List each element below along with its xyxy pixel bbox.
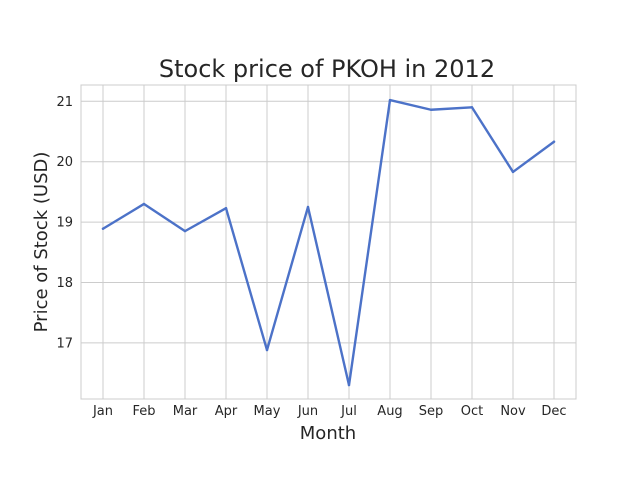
data-point [552, 140, 556, 143]
y-axis-ticks: 17 18 19 20 21 [56, 95, 73, 352]
y-tick-label: 17 [56, 336, 73, 351]
data-point [511, 170, 515, 174]
data-point [429, 108, 433, 111]
data-point [183, 229, 187, 233]
y-tick-label: 20 [56, 155, 73, 170]
x-tick-label: Nov [500, 404, 526, 419]
grid-lines [81, 85, 576, 399]
x-tick-label: Mar [173, 404, 198, 419]
x-tick-label: Aug [377, 404, 402, 419]
plot-area-frame [80, 84, 577, 400]
x-tick-label: Jun [297, 404, 318, 419]
data-point [224, 206, 228, 210]
data-point [101, 227, 105, 230]
x-tick-label: Jan [92, 404, 113, 419]
data-point [142, 202, 146, 206]
data-point [347, 383, 351, 387]
x-tick-label: Oct [461, 404, 483, 419]
chart-title: Stock price of PKOH in 2012 [159, 55, 495, 83]
series-layer [101, 98, 556, 387]
y-axis-label: Price of Stock (USD) [31, 152, 52, 333]
x-axis-ticks: Jan Feb Mar Apr May Jun Jul Aug Sep Oct Nov Dec [92, 404, 567, 419]
x-axis-label: Month [300, 423, 356, 444]
y-tick-label: 21 [56, 95, 73, 110]
x-tick-label: Jul [340, 404, 357, 419]
y-tick-label: 18 [56, 276, 73, 291]
y-tick-label: 19 [56, 216, 73, 231]
x-tick-label: Dec [541, 404, 566, 419]
data-point [265, 348, 269, 352]
data-point [470, 106, 474, 109]
series-line [101, 98, 556, 387]
x-tick-label: Feb [132, 404, 155, 419]
x-tick-label: Sep [419, 404, 444, 419]
x-tick-label: May [254, 404, 281, 419]
data-point [388, 98, 392, 102]
data-point [306, 205, 310, 209]
x-tick-label: Apr [215, 404, 238, 419]
